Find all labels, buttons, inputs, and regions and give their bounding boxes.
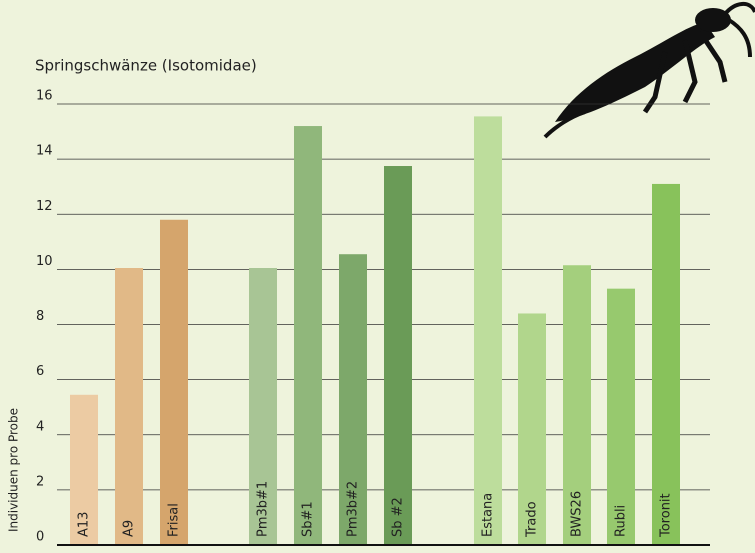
x-tick-label: Pm3b#1 xyxy=(256,481,271,537)
bar xyxy=(563,265,591,545)
x-tick-label: Trado xyxy=(525,501,540,538)
x-tick-label: BWS26 xyxy=(570,491,585,537)
y-tick-label: 0 xyxy=(36,530,44,545)
bar xyxy=(294,126,322,546)
springtail-illustration xyxy=(543,2,755,139)
y-tick-label: 2 xyxy=(36,474,44,489)
x-tick-label: Frisal xyxy=(167,503,182,537)
y-tick-label: 6 xyxy=(36,364,44,379)
bar xyxy=(160,219,188,545)
bar xyxy=(474,116,502,545)
bar xyxy=(384,166,412,545)
x-tick-label: Rubli xyxy=(614,505,629,537)
bar xyxy=(652,183,680,545)
x-tick-label: A13 xyxy=(77,512,92,537)
y-tick-label: 12 xyxy=(36,199,53,214)
y-tick-label: 16 xyxy=(36,89,53,104)
x-tick-label: Toronit xyxy=(659,493,674,538)
x-tick-label: Pm3b#2 xyxy=(346,481,361,537)
x-tick-label: Sb#1 xyxy=(301,501,316,537)
bar xyxy=(607,288,635,545)
y-tick-label: 10 xyxy=(36,254,53,269)
y-axis-label: Individuen pro Probe xyxy=(7,408,21,532)
bar xyxy=(339,254,367,545)
bar xyxy=(249,267,277,545)
bar xyxy=(70,394,98,545)
bar xyxy=(518,313,546,545)
chart-title: Springschwänze (Isotomidae) xyxy=(35,57,257,75)
x-tick-label: A9 xyxy=(122,520,137,537)
x-tick-label: Estana xyxy=(481,493,496,537)
y-tick-label: 8 xyxy=(36,309,44,324)
bar xyxy=(115,267,143,545)
y-tick-label: 14 xyxy=(36,144,53,159)
x-tick-label: Sb #2 xyxy=(391,497,406,537)
y-tick-label: 4 xyxy=(36,419,44,434)
